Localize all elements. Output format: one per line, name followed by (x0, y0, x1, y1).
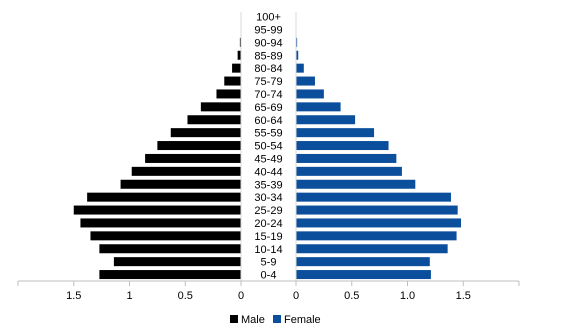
bar-female-70-74 (296, 89, 324, 99)
age-label-50-54: 50-54 (254, 141, 282, 153)
female-bars (296, 37, 462, 280)
age-label-65-69: 65-69 (254, 102, 282, 114)
bar-female-45-49 (296, 153, 397, 163)
age-label-15-19: 15-19 (254, 231, 282, 243)
bar-male-65-69 (200, 102, 241, 112)
tick-label-right: 0 (293, 290, 299, 302)
male-bars (73, 37, 242, 280)
bar-male-40-44 (131, 166, 241, 176)
tick-label-right: 1.0 (400, 290, 415, 302)
bar-male-80-84 (232, 63, 241, 73)
bar-male-45-49 (145, 153, 241, 163)
age-label-90-94: 90-94 (254, 37, 282, 49)
bar-female-25-29 (296, 205, 458, 215)
bar-female-40-44 (296, 166, 402, 176)
bar-male-60-64 (187, 115, 241, 125)
bar-female-60-64 (296, 115, 356, 125)
bar-male-0-4 (99, 270, 242, 280)
bar-male-75-79 (224, 76, 241, 86)
legend-label-female: Female (284, 314, 321, 326)
bar-female-90-94 (296, 37, 298, 47)
bar-female-80-84 (296, 63, 304, 73)
bar-female-15-19 (296, 231, 457, 241)
bar-female-55-59 (296, 128, 375, 138)
age-label-45-49: 45-49 (254, 153, 282, 165)
bar-female-5-9 (296, 257, 430, 267)
bar-male-15-19 (90, 231, 241, 241)
age-label-20-24: 20-24 (254, 218, 282, 230)
legend-swatch-male (230, 315, 238, 323)
age-label-5-9: 5-9 (261, 257, 277, 269)
bar-female-65-69 (296, 102, 341, 112)
age-label-60-64: 60-64 (254, 115, 282, 127)
bar-male-90-94 (239, 37, 241, 47)
bar-female-20-24 (296, 218, 462, 228)
age-label-100+: 100+ (256, 12, 281, 24)
bar-female-30-34 (296, 192, 451, 202)
age-label-0-4: 0-4 (261, 270, 277, 282)
tick-label-right: 1.5 (456, 290, 471, 302)
age-group-labels: 0-45-910-1415-1920-2425-2930-3435-3940-4… (254, 12, 282, 282)
bar-male-50-54 (157, 141, 241, 151)
legend: Male Female (230, 314, 321, 326)
bar-male-30-34 (87, 192, 241, 202)
bar-female-85-89 (296, 50, 299, 60)
bar-male-70-74 (216, 89, 241, 99)
tick-label-left: 1 (126, 290, 132, 302)
age-label-75-79: 75-79 (254, 76, 282, 88)
tick-label-left: 1.5 (66, 290, 81, 302)
age-label-95-99: 95-99 (254, 24, 282, 36)
age-label-70-74: 70-74 (254, 89, 282, 101)
bar-female-75-79 (296, 76, 315, 86)
bar-male-85-89 (237, 50, 241, 60)
age-label-40-44: 40-44 (254, 166, 282, 178)
tick-label-right: 0.5 (344, 290, 359, 302)
age-label-25-29: 25-29 (254, 205, 282, 217)
age-label-85-89: 85-89 (254, 50, 282, 62)
bar-male-5-9 (113, 257, 241, 267)
bar-male-20-24 (80, 218, 241, 228)
x-axis: 1.5 1 0.5 0 0 0.5 1.0 1.5 (17, 12, 520, 302)
bar-male-35-39 (120, 179, 241, 189)
legend-label-male: Male (241, 314, 265, 326)
bar-female-0-4 (296, 270, 431, 280)
age-label-55-59: 55-59 (254, 128, 282, 140)
bar-male-25-29 (73, 205, 241, 215)
bar-female-10-14 (296, 244, 448, 254)
bar-female-50-54 (296, 141, 389, 151)
age-label-80-84: 80-84 (254, 63, 282, 75)
bar-male-55-59 (170, 128, 241, 138)
tick-label-left: 0 (238, 290, 244, 302)
age-label-30-34: 30-34 (254, 192, 282, 204)
age-label-35-39: 35-39 (254, 179, 282, 191)
bar-female-35-39 (296, 179, 416, 189)
age-label-10-14: 10-14 (254, 244, 282, 256)
tick-label-left: 0.5 (178, 290, 193, 302)
legend-swatch-female (273, 315, 281, 323)
bar-male-10-14 (99, 244, 242, 254)
